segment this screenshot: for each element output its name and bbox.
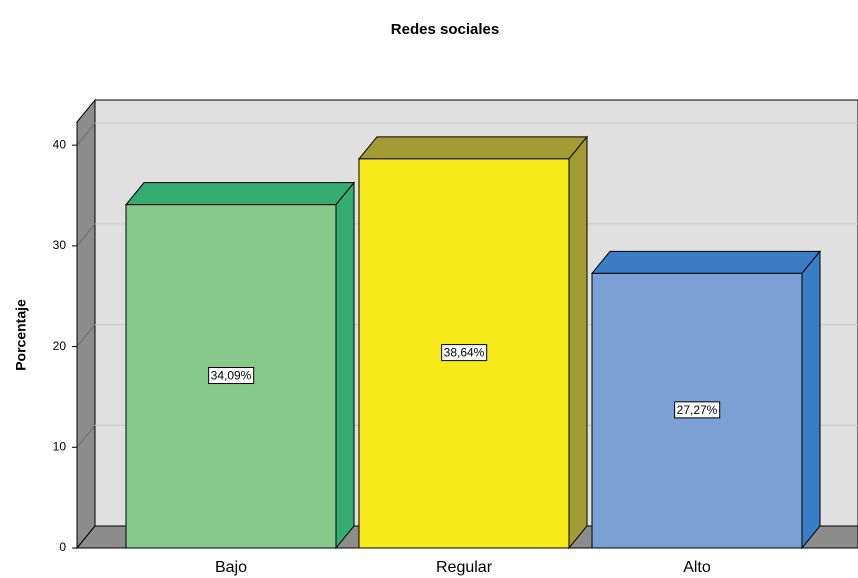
x-tick-label: Bajo bbox=[215, 559, 247, 576]
bar-top bbox=[590, 250, 822, 274]
x-tick-label: Alto bbox=[683, 559, 711, 576]
y-tick-label: 20 bbox=[53, 339, 67, 353]
bar-side bbox=[568, 135, 588, 550]
bar-side bbox=[801, 249, 821, 550]
bar-top bbox=[357, 136, 589, 160]
data-label: 38,64% bbox=[444, 346, 485, 360]
y-tick-label: 40 bbox=[53, 137, 67, 151]
grid-line bbox=[76, 324, 96, 347]
bar-top bbox=[124, 182, 356, 206]
y-tick-label: 30 bbox=[53, 238, 67, 252]
grid-line bbox=[76, 223, 96, 247]
side-wall bbox=[76, 98, 96, 550]
data-label: 34,09% bbox=[211, 369, 252, 383]
data-label: 27,27% bbox=[677, 403, 718, 417]
grid-line bbox=[76, 424, 96, 448]
x-tick-label: Regular bbox=[436, 559, 493, 576]
data-label-box bbox=[208, 367, 255, 385]
y-tick-label: 0 bbox=[59, 540, 66, 554]
grid-line bbox=[76, 122, 96, 146]
bar-side bbox=[335, 181, 355, 550]
data-label-box bbox=[441, 344, 488, 362]
y-axis-label: Porcentaje bbox=[13, 299, 29, 371]
chart-title: Redes sociales bbox=[391, 21, 499, 38]
y-tick-label: 10 bbox=[53, 439, 67, 453]
data-label-box bbox=[674, 401, 721, 419]
